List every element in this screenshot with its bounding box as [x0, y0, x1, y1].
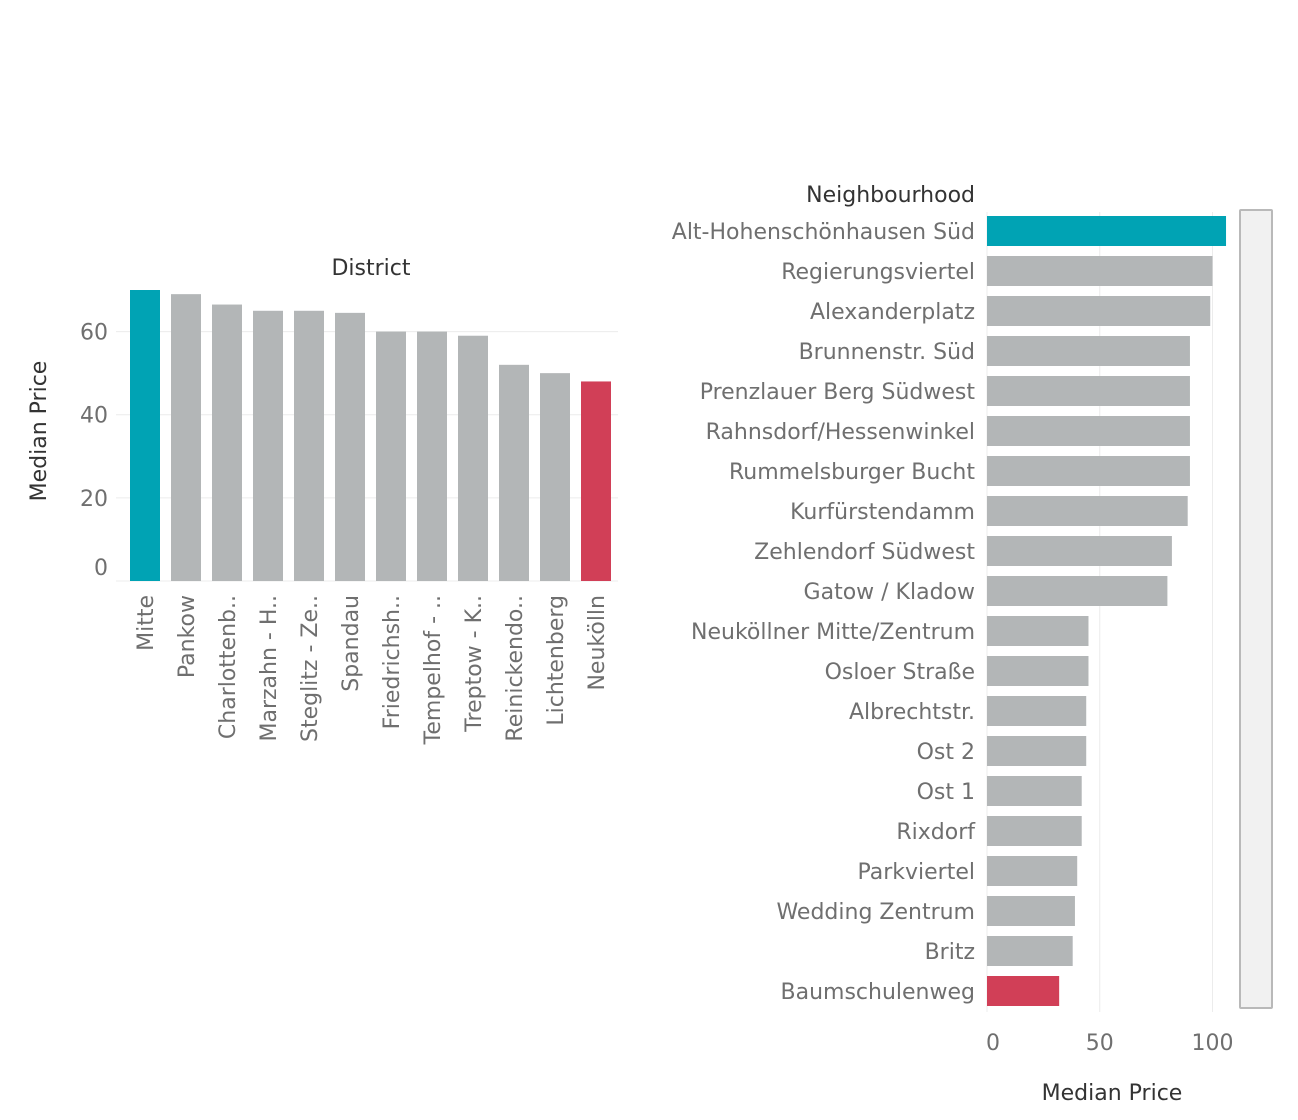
district-y-tick-label: 20 — [80, 487, 108, 512]
neighbourhood-category-label: Zehlendorf Südwest — [754, 540, 975, 565]
neighbourhood-bars — [987, 216, 1227, 1006]
district-category-label: Steglitz - Ze.. — [298, 595, 323, 742]
district-chart-title: District — [331, 256, 410, 281]
neighbourhood-category-label: Rixdorf — [896, 820, 976, 845]
neighbourhood-category-label: Brunnenstr. Süd — [799, 340, 975, 365]
district-bar[interactable] — [417, 331, 447, 581]
district-category-label: Spandau — [339, 595, 364, 692]
neighbourhood-bar[interactable] — [987, 536, 1172, 566]
neighbourhood-category-label: Alt-Hohenschönhausen Süd — [672, 220, 975, 245]
neighbourhood-bar[interactable] — [987, 936, 1073, 966]
district-bars — [130, 290, 611, 581]
neighbourhood-category-label: Kurfürstendamm — [790, 500, 975, 525]
neighbourhood-category-label: Rahnsdorf/Hessenwinkel — [706, 420, 975, 445]
neighbourhood-bar[interactable] — [987, 216, 1227, 246]
district-bar[interactable] — [212, 304, 242, 581]
neighbourhood-x-tick-label: 100 — [1192, 1031, 1234, 1056]
district-category-label: Neukölln — [585, 595, 610, 691]
neighbourhood-bar[interactable] — [987, 496, 1188, 526]
neighbourhood-chart: Neighbourhood Median Price 0 50 100 Alt-Ho… — [672, 183, 1273, 1106]
neighbourhood-bar[interactable] — [987, 296, 1211, 326]
neighbourhood-bar[interactable] — [987, 256, 1213, 286]
neighbourhood-x-tick-label: 0 — [986, 1031, 1000, 1056]
district-bar[interactable] — [130, 290, 160, 581]
district-chart: District Median Price 0 20 40 60 Mitte Panko… — [27, 256, 618, 745]
neighbourhood-bar[interactable] — [987, 776, 1082, 806]
district-category-label: Charlottenb.. — [216, 595, 241, 739]
district-category-label: Friedrichsh.. — [380, 595, 405, 729]
district-bar[interactable] — [458, 335, 488, 581]
neighbourhood-bar[interactable] — [987, 696, 1087, 726]
neighbourhood-bar[interactable] — [987, 976, 1060, 1006]
neighbourhood-bar[interactable] — [987, 416, 1190, 446]
district-bar[interactable] — [335, 312, 365, 581]
district-y-tick-label: 40 — [80, 404, 108, 429]
neighbourhood-bar[interactable] — [987, 376, 1190, 406]
district-category-label: Marzahn - H.. — [257, 595, 282, 742]
neighbourhood-x-ticks: 0 50 100 — [986, 1031, 1234, 1056]
neighbourhood-bar[interactable] — [987, 656, 1089, 686]
district-bar[interactable] — [499, 364, 529, 581]
district-category-label: Mitte — [134, 595, 159, 651]
neighbourhood-category-label: Baumschulenweg — [781, 980, 975, 1005]
district-y-axis-title: Median Price — [27, 361, 52, 502]
neighbourhood-bar[interactable] — [987, 856, 1078, 886]
district-category-labels: Mitte Pankow Charlottenb.. Marzahn - H.. Ste… — [134, 595, 610, 745]
neighbourhood-category-label: Parkviertel — [857, 860, 975, 885]
district-category-label: Lichtenberg — [544, 595, 569, 726]
neighbourhood-chart-title: Neighbourhood — [806, 183, 975, 208]
neighbourhood-category-label: Regierungsviertel — [781, 260, 975, 285]
district-bar[interactable] — [294, 310, 324, 581]
district-bar[interactable] — [581, 381, 611, 581]
neighbourhood-category-label: Osloer Straße — [825, 660, 975, 685]
scrollbar[interactable] — [1239, 209, 1273, 1009]
district-category-label: Reinickendo.. — [503, 595, 528, 742]
neighbourhood-category-label: Alexanderplatz — [810, 300, 975, 325]
neighbourhood-bar[interactable] — [987, 896, 1075, 926]
district-category-label: Treptow - K.. — [462, 595, 487, 733]
district-bar[interactable] — [253, 310, 283, 581]
district-category-label: Pankow — [175, 595, 200, 678]
neighbourhood-bar[interactable] — [987, 456, 1190, 486]
neighbourhood-x-tick-label: 50 — [1086, 1031, 1114, 1056]
district-category-label: Tempelhof - .. — [421, 595, 446, 745]
district-y-tick-label: 60 — [80, 321, 108, 346]
neighbourhood-category-label: Prenzlauer Berg Südwest — [700, 380, 976, 405]
neighbourhood-category-label: Neuköllner Mitte/Zentrum — [691, 620, 975, 645]
district-y-tick-label: 0 — [94, 556, 108, 581]
neighbourhood-bar[interactable] — [987, 336, 1190, 366]
neighbourhood-category-label: Ost 1 — [917, 780, 975, 805]
district-bar[interactable] — [376, 331, 406, 581]
neighbourhood-category-label: Ost 2 — [917, 740, 975, 765]
neighbourhood-category-label: Albrechtstr. — [849, 700, 975, 725]
neighbourhood-category-label: Wedding Zentrum — [776, 900, 975, 925]
neighbourhood-category-label: Britz — [925, 940, 975, 965]
neighbourhood-gridlines — [986, 212, 1213, 1012]
neighbourhood-bar[interactable] — [987, 616, 1089, 646]
district-bar[interactable] — [171, 294, 201, 581]
neighbourhood-category-label: Gatow / Kladow — [804, 580, 975, 605]
district-bar[interactable] — [540, 373, 570, 581]
neighbourhood-x-axis-title: Median Price — [1042, 1081, 1183, 1106]
neighbourhood-bar[interactable] — [987, 816, 1082, 846]
neighbourhood-bar[interactable] — [987, 736, 1087, 766]
neighbourhood-category-label: Rummelsburger Bucht — [729, 460, 975, 485]
district-y-ticks: 0 20 40 60 — [80, 321, 108, 581]
neighbourhood-category-labels: Alt-Hohenschönhausen Süd Regierungsvierte… — [672, 220, 976, 1005]
neighbourhood-bar[interactable] — [987, 576, 1168, 606]
